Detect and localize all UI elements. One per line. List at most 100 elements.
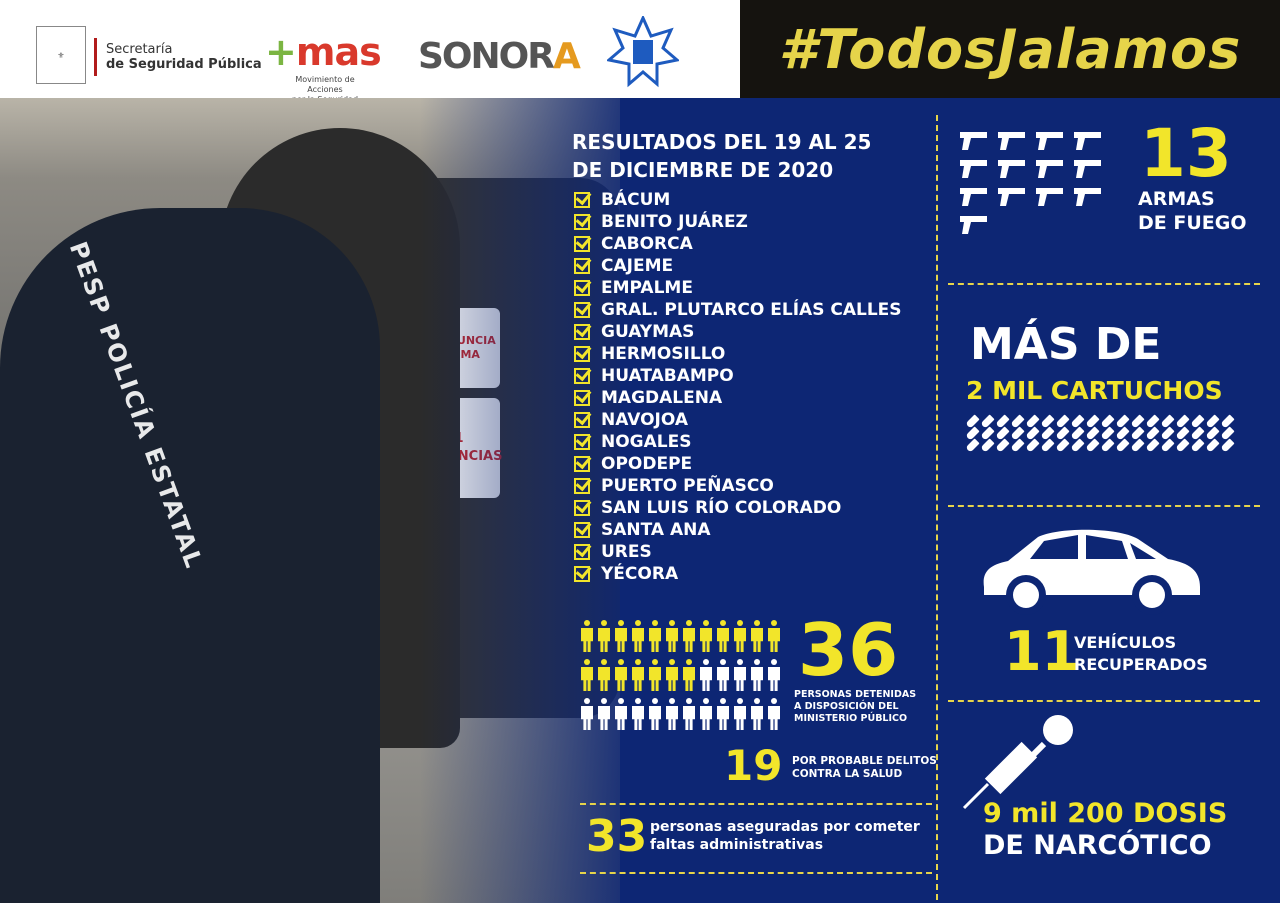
health-caption: POR PROBABLE DELITOS CONTRA LA SALUD: [792, 755, 937, 781]
cartridge-icon: [1040, 426, 1055, 441]
person-icon: [682, 620, 696, 652]
person-icon: [597, 698, 611, 730]
person-icon: [750, 620, 764, 652]
ammo-line2: 2 MIL CARTUCHOS: [966, 376, 1223, 405]
admin-caption: personas aseguradas por cometer faltas ad…: [650, 818, 920, 854]
title-line1: RESULTADOS DEL 19 AL 25: [572, 130, 872, 154]
cartridge-icon: [1175, 438, 1190, 453]
municipality-item: BÁCUM: [574, 189, 902, 211]
cartridge-icon: [965, 426, 980, 441]
municipality-list: BÁCUM BENITO JUÁREZ CABORCA CAJEME EMPALME GR…: [574, 189, 902, 585]
divider: [580, 803, 932, 805]
divider: [94, 38, 97, 76]
municipality-name: NOGALES: [601, 432, 692, 452]
caption-line: faltas administrativas: [650, 837, 824, 853]
municipality-name: BÁCUM: [601, 190, 671, 210]
caption-line: A DISPOSICIÓN DEL: [794, 701, 899, 712]
title-line2: DE DICIEMBRE DE 2020: [572, 158, 834, 182]
caption-line: MINISTERIO PÚBLICO: [794, 713, 908, 724]
divider: [936, 115, 938, 900]
person-icon: [682, 659, 696, 691]
checkbox-icon: [574, 478, 590, 494]
municipality-item: SAN LUIS RÍO COLORADO: [574, 497, 902, 519]
caption-line: RECUPERADOS: [1074, 655, 1208, 674]
checkbox-icon: [574, 368, 590, 384]
divider: [580, 872, 932, 874]
pistol-icon: [960, 216, 987, 234]
pistol-icons: [958, 130, 1110, 236]
person-icon: [631, 620, 645, 652]
person-icon: [767, 698, 781, 730]
person-icon: [580, 698, 594, 730]
police-star-icon: [607, 16, 679, 88]
cartridge-icon: [1220, 438, 1235, 453]
police-photo: 089 DENUNCIA ANÓNIMA 911 EMERGENCIAS PES…: [0, 98, 620, 903]
caption-line: personas aseguradas por cometer: [650, 819, 920, 835]
cartridge-icon: [1070, 438, 1085, 453]
drugs-line2: DE NARCÓTICO: [983, 830, 1212, 861]
checkbox-icon: [574, 566, 590, 582]
cartridge-icon: [980, 414, 995, 429]
syringe-icon: [962, 715, 1073, 810]
municipality-name: URES: [601, 542, 652, 562]
pistol-icon: [1036, 160, 1063, 178]
person-icon: [614, 698, 628, 730]
person-icon: [580, 620, 594, 652]
pistol-icon: [1074, 160, 1101, 178]
person-icon: [716, 659, 730, 691]
vehicles-count: 11: [1004, 620, 1080, 683]
cartridge-icon: [1115, 414, 1130, 429]
municipality-item: NOGALES: [574, 431, 902, 453]
weapons-count: 13: [1140, 115, 1232, 192]
municipality-name: EMPALME: [601, 278, 693, 298]
cartridge-icon: [995, 414, 1010, 429]
secretaria-line2: de Seguridad Pública: [106, 57, 262, 72]
cartridge-icon: [1160, 426, 1175, 441]
cartridge-icon: [1190, 438, 1205, 453]
person-icon: [580, 659, 594, 691]
cartridge-icon: [1190, 414, 1205, 429]
person-icon: [767, 659, 781, 691]
cartridge-icon: [1130, 426, 1145, 441]
checkbox-icon: [574, 412, 590, 428]
logo-header: ⚜ Secretaría de Seguridad Pública +mas Mo…: [0, 0, 740, 104]
cartridge-icon: [1145, 426, 1160, 441]
cartridge-icon: [1025, 414, 1040, 429]
cartridge-icon: [1085, 438, 1100, 453]
person-icon: [614, 620, 628, 652]
municipality-name: SAN LUIS RÍO COLORADO: [601, 498, 842, 518]
sonora-logo: SONORA: [418, 36, 581, 77]
pistol-icon: [1074, 132, 1101, 150]
person-icon: [699, 620, 713, 652]
caption-line: CONTRA LA SALUD: [792, 768, 903, 780]
person-icon: [699, 659, 713, 691]
person-icon: [733, 698, 747, 730]
person-icon: [767, 620, 781, 652]
municipality-name: PUERTO PEÑASCO: [601, 476, 774, 496]
cartridge-icon: [1220, 414, 1235, 429]
admin-count: 33: [586, 811, 648, 862]
cartridge-icon: [1205, 426, 1220, 441]
municipality-name: GUAYMAS: [601, 322, 695, 342]
cartridge-icon: [1205, 414, 1220, 429]
municipality-name: OPODEPE: [601, 454, 693, 474]
cartridge-icon: [1055, 414, 1070, 429]
cartridge-icon: [980, 438, 995, 453]
checkbox-icon: [574, 346, 590, 362]
checkbox-icon: [574, 500, 590, 516]
municipality-item: CABORCA: [574, 233, 902, 255]
vehicles-caption: VEHÍCULOS RECUPERADOS: [1074, 632, 1208, 676]
cartridge-icon: [995, 426, 1010, 441]
pistol-icon: [960, 188, 987, 206]
checkbox-icon: [574, 324, 590, 340]
checkbox-icon: [574, 214, 590, 230]
person-icon: [648, 620, 662, 652]
cartridge-icon: [1220, 426, 1235, 441]
municipality-name: SANTA ANA: [601, 520, 711, 540]
pistol-icon: [1036, 132, 1063, 150]
pistol-icon: [960, 132, 987, 150]
cartridge-icon: [1055, 426, 1070, 441]
person-icon: [699, 698, 713, 730]
arrests-total: 36: [798, 608, 899, 692]
person-icon: [716, 620, 730, 652]
